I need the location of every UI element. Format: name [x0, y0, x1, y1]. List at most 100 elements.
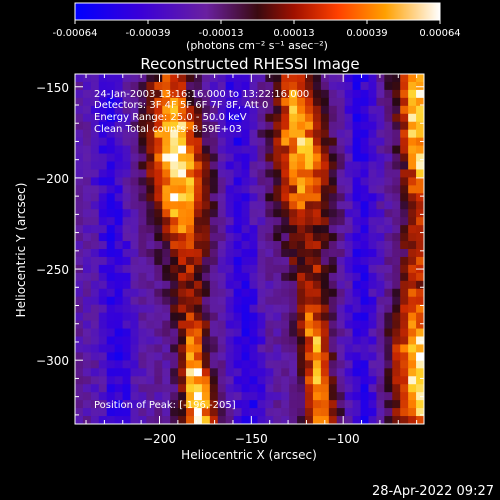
heatmap-cell	[305, 416, 314, 424]
heatmap-cell	[297, 384, 306, 393]
heatmap-cell	[178, 336, 187, 346]
heatmap-cell	[178, 256, 187, 266]
heatmap-cell	[225, 113, 235, 123]
heatmap-cell	[273, 416, 282, 424]
heatmap-cell	[82, 193, 92, 202]
heatmap-cell	[82, 400, 92, 409]
heatmap-cell	[328, 225, 338, 234]
heatmap-cell	[114, 352, 124, 361]
heatmap-cell	[392, 408, 401, 417]
heatmap-cell	[106, 185, 116, 194]
heatmap-cell	[209, 74, 219, 83]
heatmap-cell	[289, 392, 298, 401]
heatmap-cell	[249, 264, 259, 274]
heatmap-cell	[305, 121, 314, 131]
heatmap-cell	[162, 360, 171, 369]
heatmap-cell	[193, 376, 203, 385]
heatmap-cell	[336, 225, 346, 234]
heatmap-cell	[328, 121, 338, 131]
heatmap-cell	[98, 288, 108, 298]
heatmap-cell	[305, 193, 314, 202]
heatmap-cell	[289, 81, 298, 91]
heatmap-cell	[217, 384, 227, 393]
heatmap-cell	[90, 288, 100, 298]
heatmap-cell	[217, 400, 227, 409]
heatmap-cell	[186, 376, 195, 385]
heatmap-cell	[281, 344, 290, 353]
heatmap-cell	[233, 384, 243, 393]
heatmap-cell	[281, 233, 290, 242]
heatmap-cell	[98, 137, 108, 147]
heatmap-cell	[416, 105, 424, 115]
heatmap-cell	[233, 121, 243, 131]
heatmap-cell	[209, 233, 219, 242]
heatmap-cell	[368, 336, 378, 346]
heatmap-cell	[273, 328, 282, 338]
heatmap-cell	[336, 145, 346, 155]
heatmap-cell	[170, 328, 179, 338]
heatmap-cell	[82, 264, 92, 274]
heatmap-cell	[154, 105, 163, 115]
heatmap-cell	[336, 153, 346, 163]
heatmap-cell	[281, 129, 290, 139]
heatmap-cell	[368, 320, 378, 330]
heatmap-cell	[281, 169, 290, 178]
y-axis: −150−200−250−300	[36, 81, 424, 416]
heatmap-cell	[384, 241, 393, 250]
heatmap-cell	[312, 153, 322, 163]
heatmap-cell	[265, 408, 274, 417]
heatmap-cell	[273, 272, 282, 282]
heatmap-cell	[352, 360, 362, 369]
heatmap-cell	[114, 209, 124, 218]
heatmap-cell	[297, 81, 306, 91]
heatmap-cell	[312, 233, 322, 242]
heatmap-cell	[162, 161, 171, 171]
heatmap-cell	[217, 105, 227, 115]
heatmap-cell	[233, 89, 243, 99]
heatmap-cell	[344, 384, 354, 393]
heatmap-cell	[170, 97, 179, 107]
heatmap-cell	[416, 416, 424, 424]
heatmap-cell	[241, 312, 251, 322]
heatmap-cell	[336, 256, 346, 266]
heatmap-cell	[154, 201, 163, 210]
heatmap-cell	[320, 169, 330, 178]
heatmap-cell	[130, 97, 140, 107]
heatmap-cell	[336, 376, 346, 385]
heatmap-cell	[233, 352, 243, 361]
heatmap-cell	[106, 368, 116, 377]
heatmap-cell	[90, 105, 100, 115]
heatmap-cell	[392, 241, 401, 250]
heatmap-cell	[201, 129, 211, 139]
heatmap-cell	[82, 296, 92, 306]
chart-title: Reconstructed RHESSI Image	[140, 55, 359, 73]
heatmap-cell	[241, 177, 251, 186]
heatmap-cell	[98, 360, 108, 369]
heatmap-cell	[225, 336, 235, 346]
heatmap-cell	[225, 209, 235, 218]
heatmap-cell	[336, 233, 346, 242]
heatmap-cell	[138, 201, 147, 210]
heatmap-cell	[170, 161, 179, 171]
heatmap-cell	[249, 336, 259, 346]
heatmap-cell	[312, 344, 322, 353]
heatmap-cell	[273, 89, 282, 99]
heatmap-cell	[154, 129, 163, 139]
heatmap-cell	[82, 81, 92, 91]
heatmap-cell	[400, 256, 409, 266]
heatmap-cell	[170, 89, 179, 99]
heatmap-cell	[408, 81, 417, 91]
heatmap-cell	[201, 320, 211, 330]
y-tick-label: −300	[36, 354, 69, 368]
heatmap-cell	[392, 81, 401, 91]
heatmap-cell	[122, 256, 132, 266]
heatmap-cell	[392, 336, 401, 346]
heatmap-cell	[193, 185, 203, 194]
heatmap-cell	[344, 129, 354, 139]
heatmap-cell	[384, 368, 393, 377]
heatmap-cell	[241, 400, 251, 409]
heatmap-cell	[209, 201, 219, 210]
heatmap-cell	[376, 169, 385, 178]
heatmap-cell	[75, 288, 84, 298]
heatmap-cell	[344, 376, 354, 385]
